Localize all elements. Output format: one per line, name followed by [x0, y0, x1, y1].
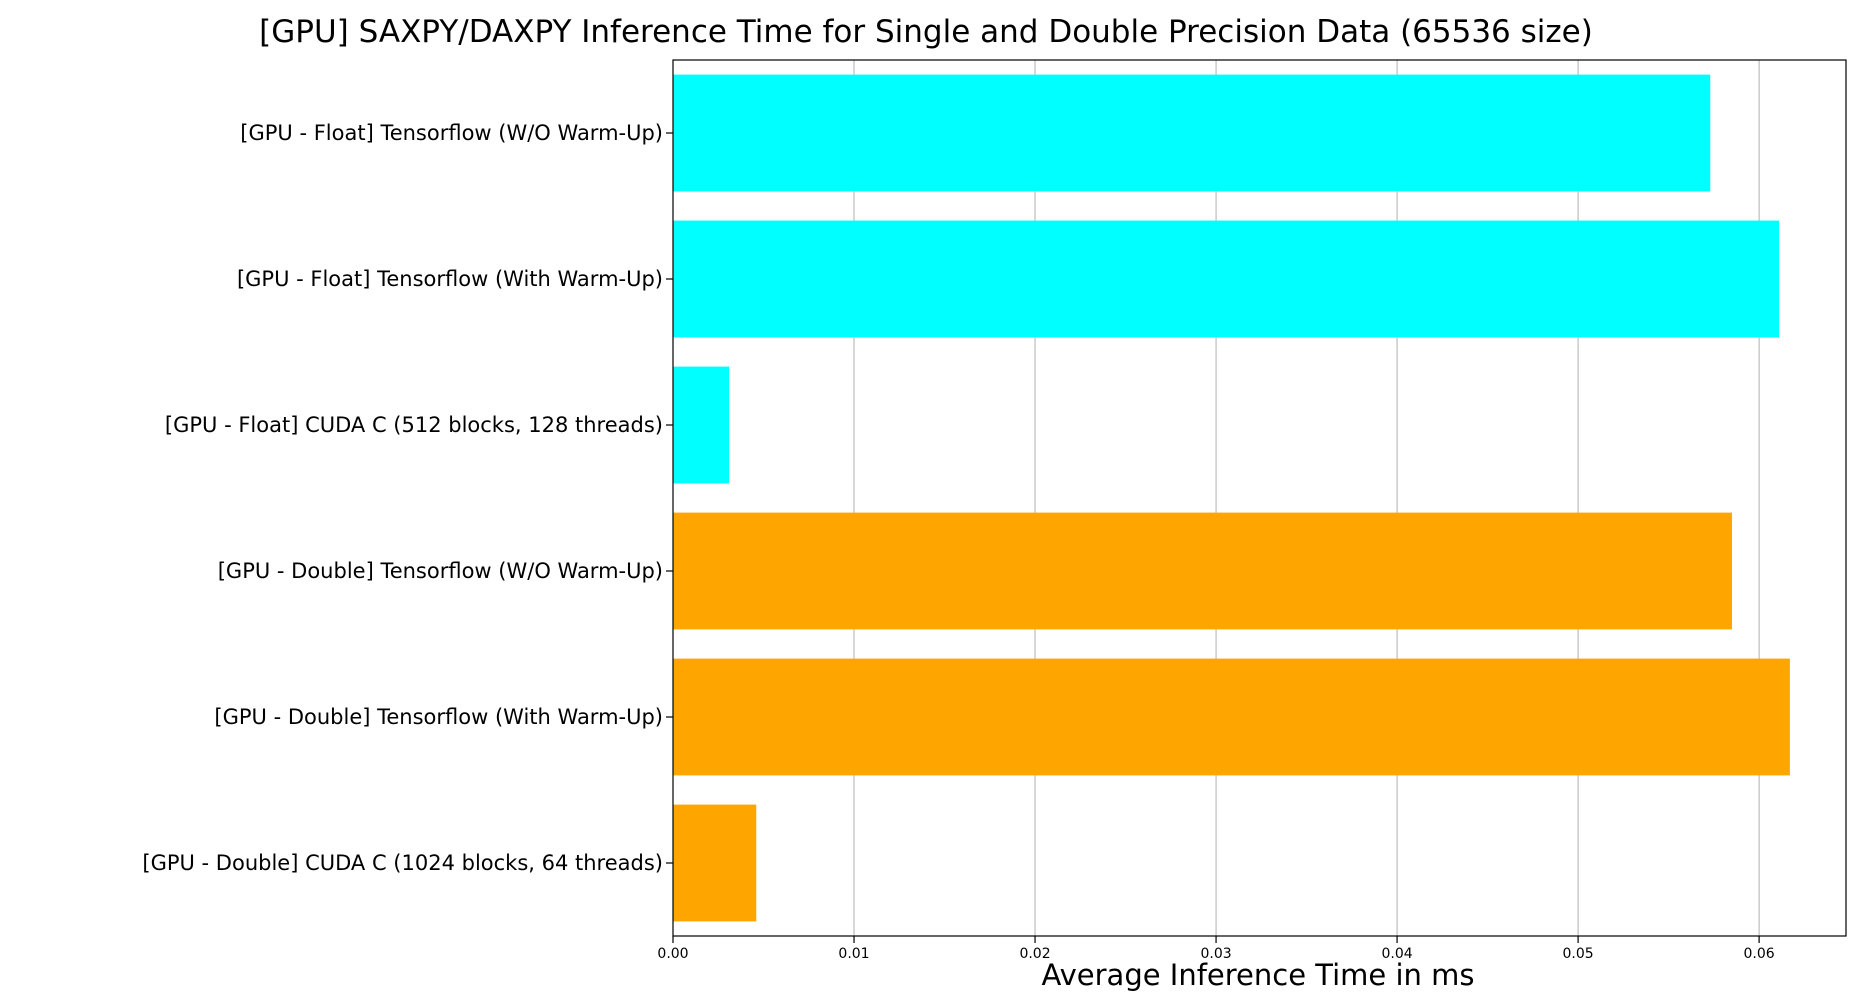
- bars: [673, 74, 1790, 922]
- bar-2: [673, 366, 730, 484]
- y-tick-label-4: [GPU - Double] Tensorflow (With Warm-Up): [214, 705, 663, 729]
- y-tick-label-5: [GPU - Double] CUDA C (1024 blocks, 64 t…: [142, 851, 663, 875]
- x-tick-label-1: 0.01: [838, 946, 869, 962]
- y-tick-label-0: [GPU - Float] Tensorflow (W/O Warm-Up): [240, 121, 663, 145]
- x-tick-label-0: 0.00: [657, 946, 688, 962]
- x-tick-label-3: 0.03: [1200, 946, 1231, 962]
- x-tick-label-2: 0.02: [1019, 946, 1050, 962]
- x-axis-ticks: 0.00 0.01 0.02 0.03 0.04 0.05 0.06: [657, 936, 1775, 962]
- x-tick-label-6: 0.06: [1744, 946, 1775, 962]
- y-tick-label-3: [GPU - Double] Tensorflow (W/O Warm-Up): [218, 559, 663, 583]
- axes: [672, 59, 1847, 937]
- y-axis-ticks: [GPU - Float] Tensorflow (W/O Warm-Up) [G…: [142, 121, 673, 875]
- bar-0: [673, 74, 1711, 192]
- bar-3: [673, 512, 1732, 630]
- bar-4: [673, 658, 1790, 776]
- bar-1: [673, 220, 1780, 338]
- plot-frame: [672, 59, 1847, 937]
- x-tick-label-4: 0.04: [1381, 946, 1412, 962]
- x-tick-label-5: 0.05: [1563, 946, 1594, 962]
- y-tick-label-2: [GPU - Float] CUDA C (512 blocks, 128 th…: [165, 413, 663, 437]
- bar-5: [673, 804, 757, 922]
- x-axis-label: Average Inference Time in ms: [1041, 958, 1474, 992]
- grid-lines: [672, 60, 1760, 936]
- y-tick-label-1: [GPU - Float] Tensorflow (With Warm-Up): [237, 267, 663, 291]
- chart-title: [GPU] SAXPY/DAXPY Inference Time for Sin…: [259, 14, 1593, 50]
